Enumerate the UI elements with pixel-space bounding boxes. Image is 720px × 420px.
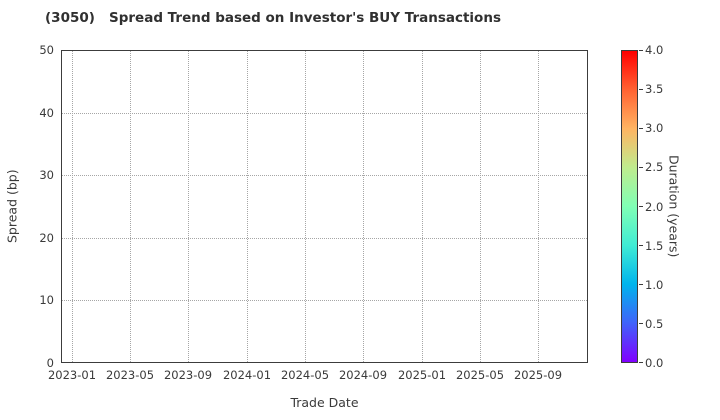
vertical-gridline: [130, 51, 131, 362]
plot-area: [61, 50, 588, 363]
vertical-gridline: [72, 51, 73, 362]
colorbar-tick-label: 3.5: [645, 82, 664, 96]
colorbar-gradient: [621, 50, 638, 363]
vertical-gridline: [538, 51, 539, 362]
colorbar-tick-label: 3.0: [645, 121, 664, 135]
x-axis-tick-label: 2025-01: [397, 368, 447, 382]
colorbar-tick: [639, 284, 643, 285]
x-axis-tick-label: 2024-01: [222, 368, 272, 382]
colorbar-tick-label: 1.5: [645, 239, 664, 253]
chart-title: (3050) Spread Trend based on Investor's …: [45, 10, 501, 26]
colorbar-tick: [639, 167, 643, 168]
y-axis-tick-label: 10: [39, 293, 54, 307]
y-axis-tick-label: 0: [46, 356, 54, 370]
colorbar-tick: [639, 323, 643, 324]
x-axis-tick-label: 2024-09: [338, 368, 388, 382]
y-axis-tick-label: 30: [39, 168, 54, 182]
colorbar-tick: [639, 128, 643, 129]
horizontal-gridline: [62, 238, 587, 239]
vertical-gridline: [247, 51, 248, 362]
colorbar-tick-label: 1.0: [645, 278, 664, 292]
vertical-gridline: [363, 51, 364, 362]
y-axis-tick-label: 50: [39, 43, 54, 57]
vertical-gridline: [188, 51, 189, 362]
horizontal-gridline: [62, 175, 587, 176]
vertical-gridline: [480, 51, 481, 362]
colorbar-tick-label: 2.5: [645, 160, 664, 174]
horizontal-gridline: [62, 113, 587, 114]
vertical-gridline: [422, 51, 423, 362]
colorbar-tick: [639, 50, 643, 51]
y-axis-title: Spread (bp): [4, 169, 20, 244]
horizontal-gridline: [62, 300, 587, 301]
colorbar-tick-label: 2.0: [645, 200, 664, 214]
colorbar-tick: [639, 245, 643, 246]
colorbar-tick: [639, 89, 643, 90]
colorbar-tick: [639, 206, 643, 207]
colorbar-tick: [639, 362, 643, 363]
x-axis-tick-label: 2023-09: [163, 368, 213, 382]
colorbar-tick-label: 0.5: [645, 317, 664, 331]
x-axis-tick-label: 2024-05: [280, 368, 330, 382]
x-axis-title: Trade Date: [290, 395, 359, 410]
y-axis-tick-label: 20: [39, 231, 54, 245]
x-axis-tick-label: 2025-05: [455, 368, 505, 382]
y-axis-tick-label: 40: [39, 106, 54, 120]
vertical-gridline: [305, 51, 306, 362]
x-axis-tick-label: 2023-01: [47, 368, 97, 382]
x-axis-tick-label: 2023-05: [105, 368, 155, 382]
colorbar-tick-label: 0.0: [645, 356, 664, 370]
colorbar-tick-label: 4.0: [645, 43, 664, 57]
colorbar-title: Duration (years): [666, 155, 682, 258]
x-axis-tick-label: 2025-09: [513, 368, 563, 382]
